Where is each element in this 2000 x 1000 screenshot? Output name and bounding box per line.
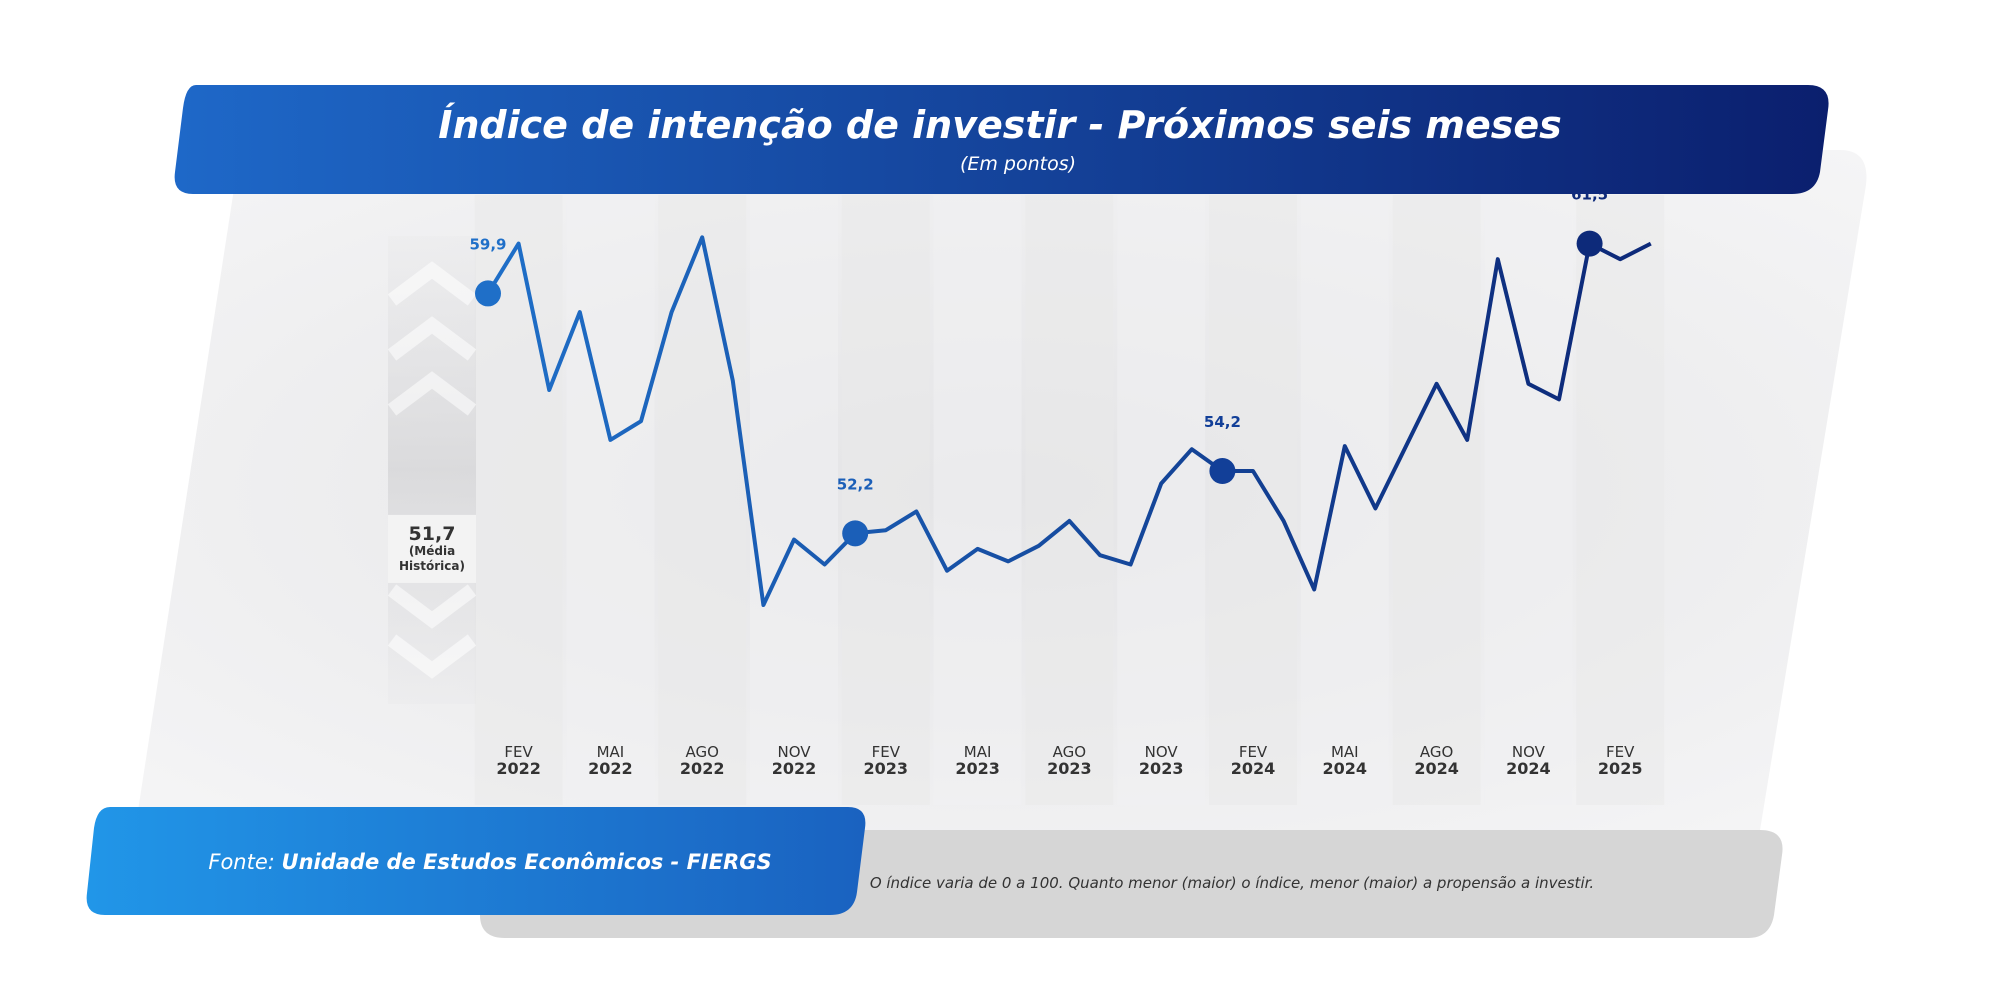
tick-label-year: 2023: [955, 759, 1000, 778]
highlight-points: 59,952,254,261,5: [469, 186, 1608, 547]
tick-label-year: 2025: [1598, 759, 1643, 778]
highlight-point: [1209, 458, 1236, 485]
tick-label-month: AGO: [1420, 743, 1453, 761]
source-name: Unidade de Estudos Econômicos - FIERGS: [282, 850, 772, 874]
column-band: [1392, 195, 1481, 805]
tick-label-year: 2022: [588, 759, 633, 778]
series-line: [486, 235, 1652, 607]
source-badge: [86, 807, 866, 915]
tick-label-year: 2022: [680, 759, 725, 778]
tick-label-month: MAI: [964, 743, 992, 761]
highlight-point: [1576, 230, 1603, 257]
column-band: [1209, 195, 1297, 805]
tick-label-month: AGO: [1053, 743, 1086, 761]
tick-label-year: 2023: [864, 759, 909, 778]
column-band: [1484, 195, 1573, 805]
tick-label-year: 2022: [496, 759, 541, 778]
column-band: [658, 195, 747, 805]
tick-label-year: 2023: [1139, 759, 1184, 778]
tick-label-month: MAI: [1331, 743, 1359, 761]
column-band: [750, 195, 838, 805]
tick-label-year: 2024: [1506, 759, 1551, 778]
column-band: [1300, 195, 1389, 805]
source-text: Fonte: Unidade de Estudos Econômicos - F…: [208, 850, 771, 874]
column-bands: [474, 195, 1665, 805]
column-band: [1117, 195, 1206, 805]
historical-average-value: 51,7: [409, 523, 456, 545]
column-band: [933, 195, 1022, 805]
data-label: 52,2: [837, 475, 874, 493]
historical-average-label: (Média: [409, 544, 455, 558]
column-band: [841, 195, 930, 805]
page-title: Índice de intenção de investir - Próximo…: [438, 103, 1562, 147]
historical-average-box: [388, 514, 476, 583]
tick-label-year: 2024: [1323, 759, 1368, 778]
tick-label-year: 2024: [1231, 759, 1276, 778]
data-label: 54,2: [1204, 413, 1241, 431]
tick-label-year: 2023: [1047, 759, 1092, 778]
data-label: 59,9: [469, 235, 506, 253]
page-subtitle: (Em pontos): [960, 153, 1076, 175]
source-prefix: Fonte:: [208, 850, 281, 874]
column-band: [566, 195, 655, 805]
tick-label-year: 2022: [772, 759, 817, 778]
tick-label-month: FEV: [1606, 743, 1635, 761]
column-band: [1576, 195, 1665, 805]
tick-label-month: MAI: [597, 743, 625, 761]
x-axis-ticks: FEV2022MAI2022AGO2022NOV2022FEV2023MAI20…: [496, 743, 1642, 778]
tick-label-month: NOV: [1145, 743, 1179, 761]
tick-label-month: FEV: [872, 743, 901, 761]
tick-label-year: 2024: [1414, 759, 1459, 778]
header-banner: [174, 85, 1829, 194]
highlight-point: [475, 280, 501, 307]
highlight-point: [842, 520, 869, 547]
tick-label-month: FEV: [504, 743, 533, 761]
footer-note: O índice varia de 0 a 100. Quanto menor …: [870, 874, 1594, 892]
tick-label-month: FEV: [1239, 743, 1268, 761]
tick-label-month: NOV: [1512, 743, 1546, 761]
tick-label-month: NOV: [777, 743, 811, 761]
historical-average-label-2: Histórica): [399, 559, 465, 573]
tick-label-month: AGO: [685, 743, 718, 761]
column-band: [1025, 195, 1114, 805]
